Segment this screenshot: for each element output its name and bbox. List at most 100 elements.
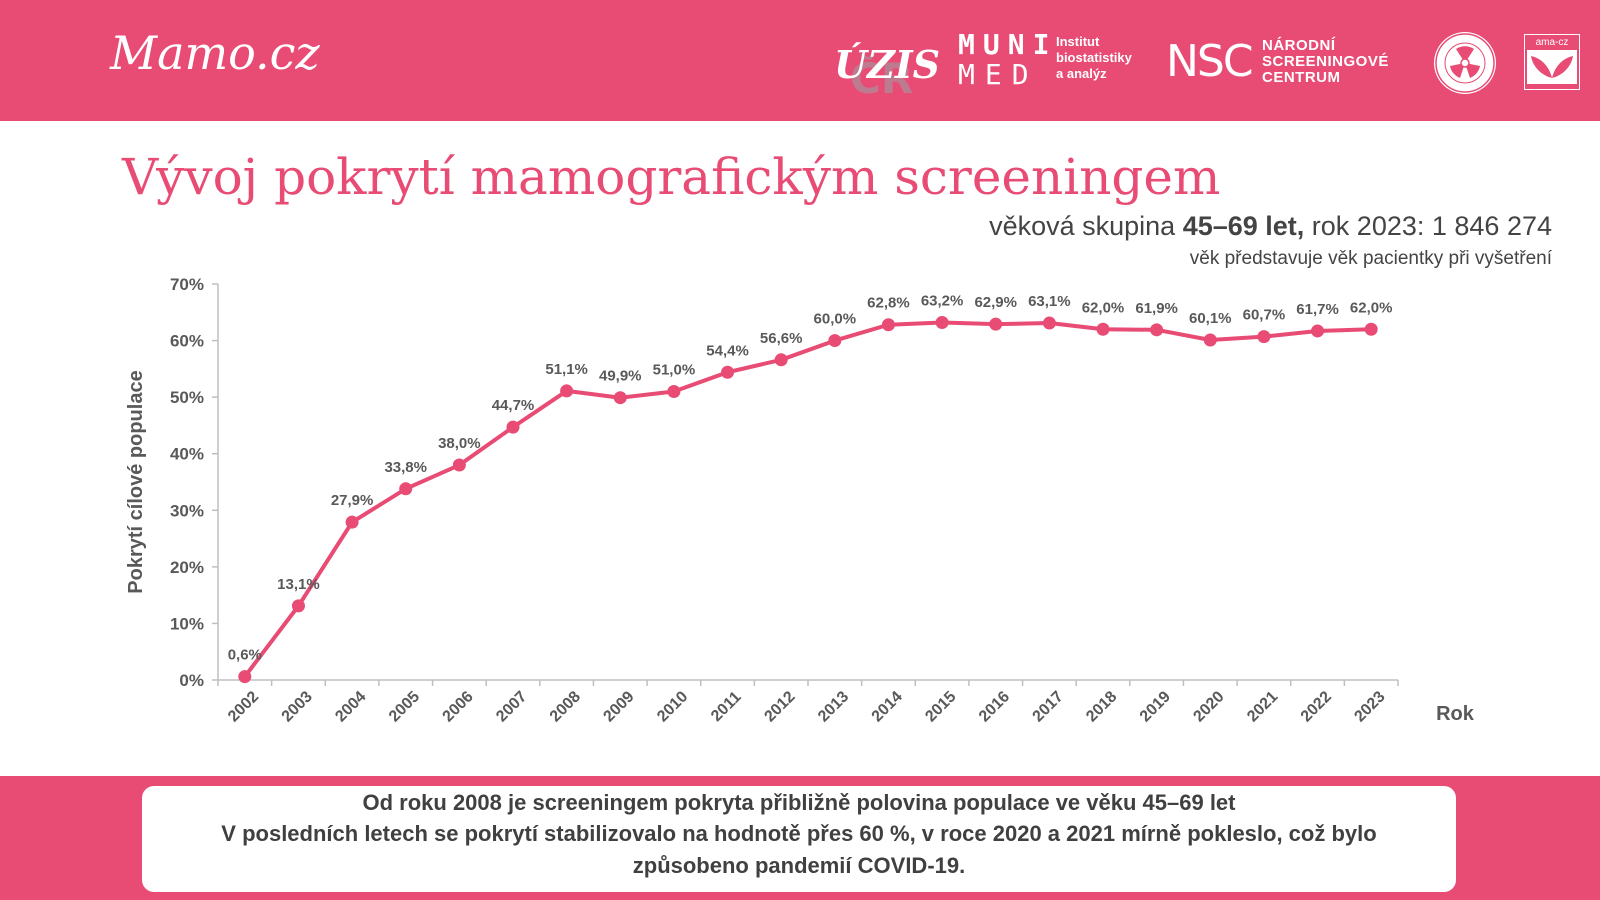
page-title: Vývoj pokrytí mamografickým screeningem — [122, 148, 1221, 206]
iba-line-3: a analýz — [1056, 66, 1107, 81]
x-tick-label: 2006 — [440, 688, 477, 725]
data-label: 51,1% — [545, 361, 588, 378]
data-point — [1042, 316, 1056, 330]
coverage-line-chart: 0% 10% 20% 30% 40% 50% 60% 70% 2002 2003 2004 2005 2… — [125, 275, 1475, 725]
subtitle-age-group: 45–69 let, — [1182, 211, 1305, 241]
x-tick-label: 2023 — [1351, 688, 1388, 725]
data-label: 63,2% — [921, 292, 964, 309]
data-label: 49,9% — [599, 368, 642, 385]
summary-line-2: V posledních letech se pokrytí stabilizo… — [221, 821, 1377, 846]
data-point — [345, 515, 359, 529]
data-label: 62,9% — [974, 294, 1017, 311]
data-label: 60,0% — [814, 311, 857, 328]
data-label: 0,6% — [228, 647, 262, 664]
summary-line-3: způsobeno pandemií COVID-19. — [632, 853, 966, 878]
iba-line-2: biostatistiky — [1056, 50, 1132, 65]
muni-logo-bottom: MED — [958, 58, 1039, 91]
ama-logo: ama-cz — [1524, 34, 1580, 90]
y-tick-label: 50% — [170, 388, 204, 407]
data-label: 62,0% — [1350, 299, 1393, 316]
ama-logo-text: ama-cz — [1535, 37, 1569, 48]
data-label: 63,1% — [1028, 293, 1071, 310]
data-label: 13,1% — [277, 576, 320, 593]
data-point — [613, 391, 627, 405]
data-point — [774, 353, 788, 367]
x-tick-label: 2012 — [761, 688, 798, 725]
uzis-logo-cr: ČR — [850, 54, 914, 103]
data-point — [828, 334, 842, 348]
nsc-line-2: SCREENINGOVÉ — [1262, 53, 1389, 70]
iba-logo-text: Institut biostatistiky a analýz — [1056, 34, 1132, 82]
data-point — [560, 384, 574, 398]
data-point — [1257, 330, 1271, 344]
x-tick-label: 2010 — [654, 688, 691, 725]
ama-butterfly-icon — [1527, 50, 1577, 84]
x-tick-label: 2005 — [386, 688, 423, 725]
uzis-logo: ÚZIS — [834, 42, 941, 87]
y-axis-title: Pokrytí cílové populace — [125, 370, 147, 593]
x-axis-title: Rok — [1436, 703, 1475, 725]
x-tick-label: 2016 — [976, 688, 1013, 725]
data-label: 60,1% — [1189, 310, 1232, 327]
data-point — [721, 365, 735, 379]
data-point — [1311, 324, 1325, 338]
nsc-logo-mark: NSC — [1166, 36, 1254, 87]
x-tick-label: 2008 — [547, 688, 584, 725]
nsc-logo-text: NÁRODNÍ SCREENINGOVÉ CENTRUM — [1262, 38, 1389, 86]
brand-logo[interactable]: Mamo.cz — [110, 26, 320, 80]
x-tick-label: 2014 — [869, 688, 906, 725]
data-point — [506, 420, 520, 434]
data-point — [667, 384, 681, 398]
muni-med-logo: MUNI MED — [958, 30, 1057, 90]
x-tick-label: 2019 — [1137, 688, 1174, 725]
data-point — [291, 599, 305, 613]
data-label: 51,0% — [653, 361, 696, 378]
summary-box — [142, 786, 1456, 892]
subtitle-prefix: věková skupina — [989, 211, 1183, 241]
x-tick-label: 2015 — [922, 688, 959, 725]
data-label: 60,7% — [1243, 307, 1286, 324]
age-note: věk představuje věk pacientky při vyšetř… — [1189, 248, 1552, 269]
x-tick-label: 2017 — [1030, 688, 1067, 725]
data-label: 56,6% — [760, 330, 803, 347]
y-tick-label: 20% — [170, 558, 204, 577]
data-label: 33,8% — [384, 459, 427, 476]
subtitle-suffix: rok 2023: 1 846 274 — [1304, 211, 1552, 241]
data-point — [452, 458, 466, 472]
nsc-line-3: CENTRUM — [1262, 69, 1341, 86]
data-point — [935, 315, 949, 329]
data-point — [1096, 322, 1110, 336]
x-tick-label: 2007 — [493, 688, 530, 725]
x-tick-label: 2011 — [708, 688, 745, 725]
data-label: 62,0% — [1082, 299, 1125, 316]
data-label: 62,8% — [867, 295, 910, 312]
data-label: 38,0% — [438, 435, 481, 452]
data-label: 54,4% — [706, 342, 749, 359]
data-point — [1203, 333, 1217, 347]
muni-logo-top: MUNI — [958, 28, 1058, 61]
y-tick-label: 10% — [170, 614, 204, 633]
x-tick-label: 2013 — [815, 688, 852, 725]
data-point — [238, 670, 252, 684]
header-bar — [0, 0, 1600, 121]
data-label: 27,9% — [331, 492, 374, 509]
data-point — [399, 482, 413, 496]
x-tick-label: 2003 — [279, 688, 316, 725]
x-tick-label: 2021 — [1244, 688, 1281, 725]
data-point — [1150, 323, 1164, 337]
data-point — [881, 318, 895, 332]
y-tick-label: 60% — [170, 332, 204, 351]
data-label: 61,7% — [1296, 301, 1339, 318]
x-tick-label: 2022 — [1298, 688, 1335, 725]
y-tick-label: 70% — [170, 275, 204, 294]
page-subtitle: věková skupina 45–69 let, rok 2023: 1 84… — [989, 211, 1552, 242]
data-point — [989, 317, 1003, 331]
data-label: 61,9% — [1135, 300, 1178, 317]
y-tick-label: 30% — [170, 501, 204, 520]
data-label: 44,7% — [492, 397, 535, 414]
data-point — [1364, 322, 1378, 336]
x-tick-label: 2009 — [600, 688, 637, 725]
summary-line-1: Od roku 2008 je screeningem pokryta přib… — [362, 790, 1236, 815]
x-tick-label: 2002 — [225, 688, 262, 725]
x-tick-label: 2004 — [332, 688, 369, 725]
